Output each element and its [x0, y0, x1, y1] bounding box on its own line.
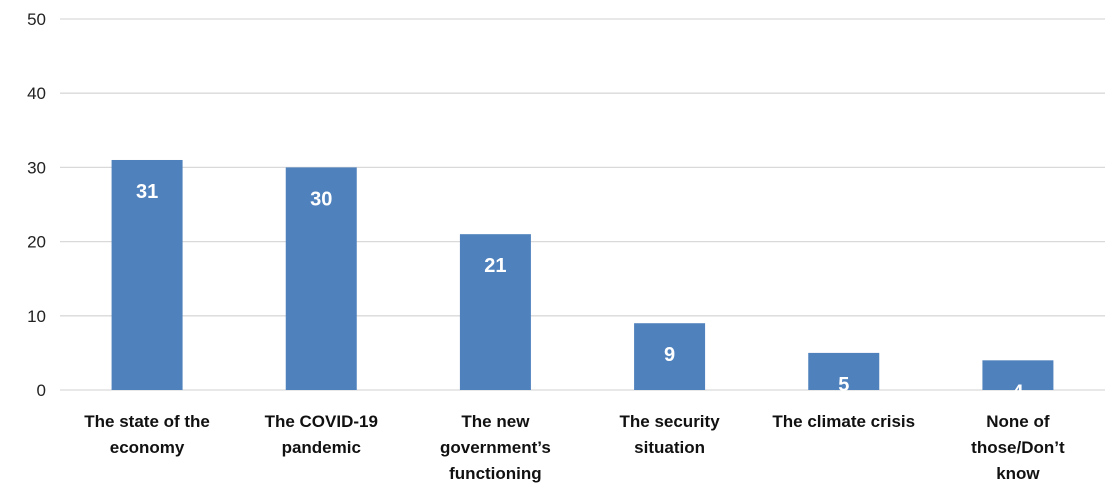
bar [459, 234, 531, 390]
bar [808, 352, 880, 390]
bar-value-label: 30 [310, 188, 332, 210]
x-category-label-line: situation [634, 438, 705, 457]
x-category-label: The security situation [620, 412, 721, 457]
x-category-label-line: know [996, 464, 1040, 483]
bar-value-label: 21 [484, 255, 506, 277]
bar [285, 167, 357, 390]
bar-value-label: 4 [1012, 381, 1024, 403]
x-category-label-line: The new [461, 412, 530, 431]
bar [111, 159, 183, 390]
y-tick-label: 20 [27, 233, 46, 252]
x-category-label: The climate crisis [772, 412, 915, 431]
y-tick-label: 10 [27, 307, 46, 326]
x-category-label: None of those/Don’t know [971, 412, 1065, 483]
x-category-label: The state of the economy [84, 412, 210, 457]
bar-value-label: 9 [664, 344, 675, 366]
x-category-label: The COVID-19 pandemic [265, 412, 378, 457]
bar-value-label: 5 [838, 374, 849, 396]
x-category-label-line: The climate crisis [772, 412, 915, 431]
x-category-label-line: None of [986, 412, 1050, 431]
bars: 31 30 21 9 5 4 [111, 159, 1054, 403]
x-axis-category-labels: The state of the economy The COVID-19 pande… [84, 412, 1065, 483]
y-axis-tick-labels: 0 10 20 30 40 50 [27, 10, 46, 400]
y-tick-label: 40 [27, 84, 46, 103]
y-tick-label: 30 [27, 158, 46, 177]
x-category-label-line: those/Don’t [971, 438, 1065, 457]
bar-value-label: 31 [136, 181, 158, 203]
x-category-label-line: government’s [440, 438, 551, 457]
x-category-label-line: The COVID-19 [265, 412, 378, 431]
x-category-label-line: pandemic [282, 438, 361, 457]
bar [982, 360, 1054, 390]
y-tick-label: 50 [27, 10, 46, 29]
x-category-label-line: functioning [449, 464, 542, 483]
bar [634, 323, 706, 390]
gridlines [60, 18, 1105, 391]
y-tick-label: 0 [37, 381, 46, 400]
x-category-label-line: economy [110, 438, 185, 457]
x-category-label-line: The state of the [84, 412, 210, 431]
x-category-label-line: The security [620, 412, 721, 431]
x-category-label: The new government’s functioning [440, 412, 551, 483]
